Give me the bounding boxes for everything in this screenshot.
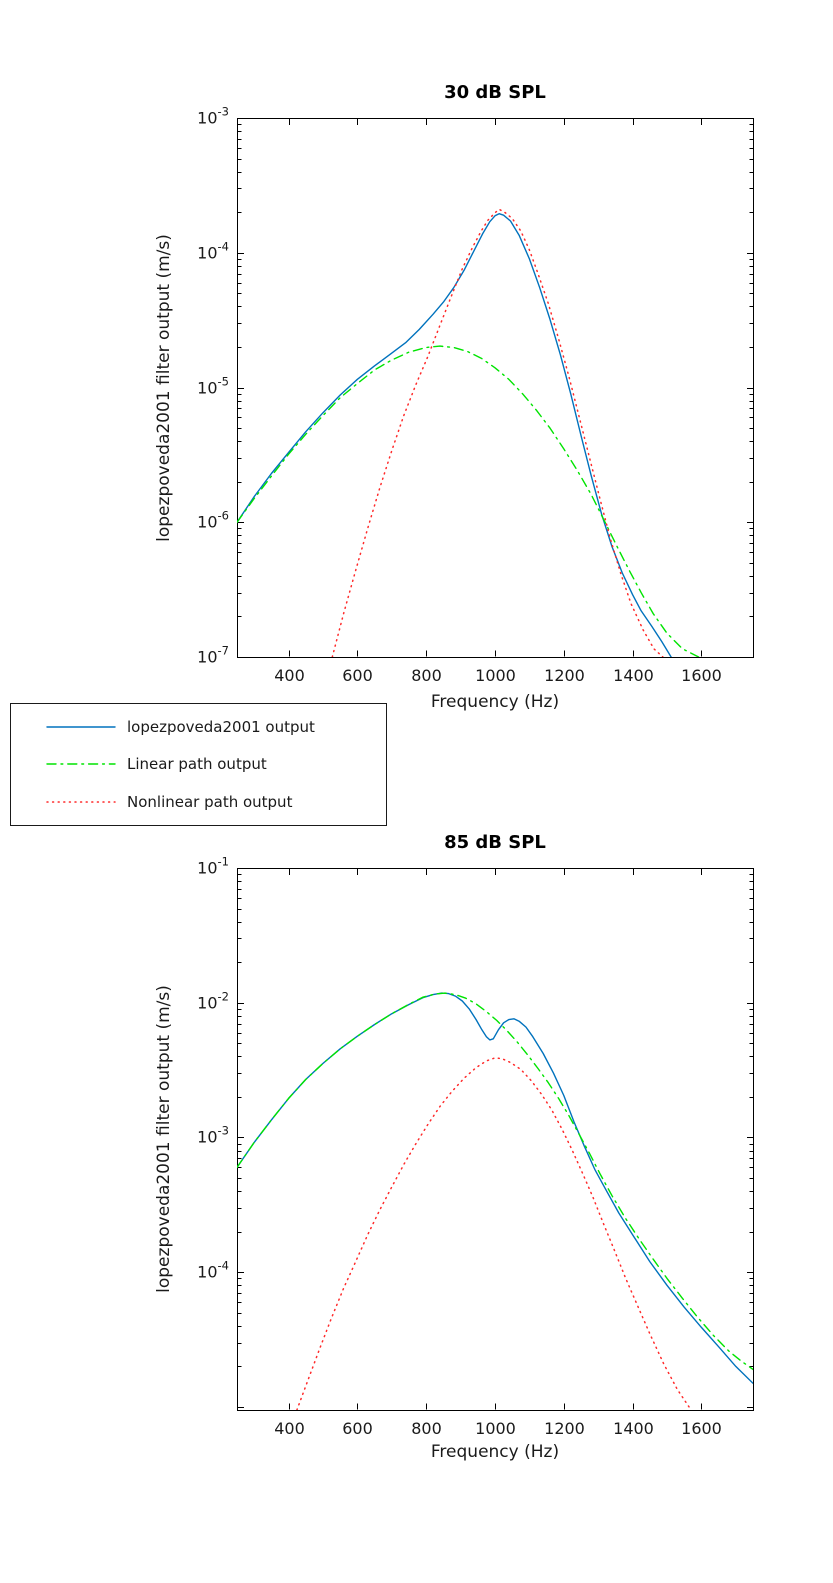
legend-item-label: lopezpoveda2001 output	[127, 717, 315, 736]
legend-item: lopezpoveda2001 output	[11, 718, 386, 736]
svg-text:600: 600	[342, 1419, 373, 1438]
legend-item: Nonlinear path output	[11, 793, 386, 811]
svg-text:10-3: 10-3	[197, 1124, 229, 1147]
y-axis-label-top: lopezpoveda2001 filter output (m/s)	[154, 234, 174, 542]
svg-text:400: 400	[274, 1419, 305, 1438]
svg-text:800: 800	[411, 1419, 442, 1438]
svg-text:10-2: 10-2	[197, 990, 229, 1013]
svg-text:1400: 1400	[613, 1419, 654, 1438]
legend-line-sum-icon	[46, 726, 116, 728]
svg-text:1400: 1400	[613, 666, 654, 685]
x-axis-label-top: Frequency (Hz)	[430, 692, 560, 712]
legend: lopezpoveda2001 output Linear path outpu…	[10, 703, 387, 826]
svg-text:1600: 1600	[681, 1419, 722, 1438]
y-axis-label-bottom: lopezpoveda2001 filter output (m/s)	[154, 985, 174, 1293]
legend-item-label: Linear path output	[127, 755, 267, 774]
chart-title-85db: 85 dB SPL	[444, 832, 546, 853]
svg-text:800: 800	[411, 666, 442, 685]
svg-text:1600: 1600	[681, 666, 722, 685]
legend-line-nonlinear-icon	[46, 801, 116, 803]
x-axis-label-bottom: Frequency (Hz)	[430, 1442, 560, 1462]
legend-line-linear-icon	[46, 763, 116, 766]
svg-text:10-4: 10-4	[197, 1259, 229, 1282]
chart-title-30db: 30 dB SPL	[444, 82, 546, 103]
svg-text:1200: 1200	[544, 1419, 585, 1438]
svg-text:1200: 1200	[544, 666, 585, 685]
svg-text:10-1: 10-1	[197, 855, 229, 878]
svg-text:400: 400	[274, 666, 305, 685]
svg-text:1000: 1000	[475, 666, 516, 685]
svg-text:600: 600	[342, 666, 373, 685]
svg-text:1000: 1000	[475, 1419, 516, 1438]
legend-item: Linear path output	[11, 755, 386, 773]
legend-item-label: Nonlinear path output	[127, 793, 293, 812]
